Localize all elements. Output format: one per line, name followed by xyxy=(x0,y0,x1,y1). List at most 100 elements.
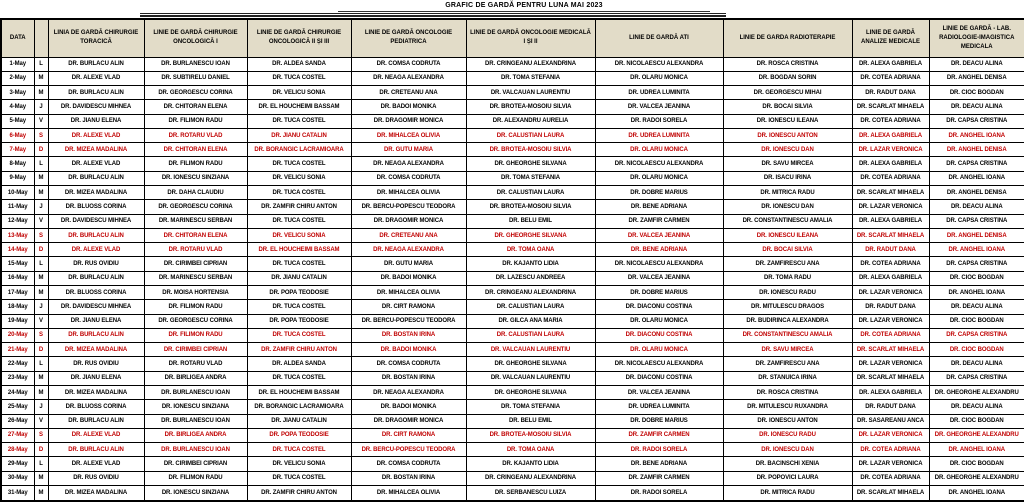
doctor-cell: DR. OLARU MONICA xyxy=(594,313,724,329)
doctor-cell: DR. MITRICA RADU xyxy=(722,185,853,201)
doctor-cell: DR. DAVIDESCU MIHNEA xyxy=(47,213,145,229)
doctor-cell: DR. CAPSA CRISTINA xyxy=(928,370,1024,386)
doctor-cell: DR. SERBANESCU LUIZA xyxy=(465,484,596,502)
date-cell: 25-May xyxy=(0,399,35,415)
doctor-cell: DR. ROSCA CRISTINA xyxy=(722,384,853,401)
date-cell: 28-May xyxy=(0,442,35,458)
doctor-cell: DR. ROTARU VLAD xyxy=(143,242,248,258)
doctor-cell: DR. CIOC BOGDAN xyxy=(928,342,1024,358)
doctor-cell: DR. NICOLAESCU ALEXANDRA xyxy=(594,56,724,72)
doctor-cell: DR. MIZEA MADALINA xyxy=(47,384,145,401)
doctor-cell: DR. ALEXANDRU AURELIA xyxy=(465,113,596,129)
schedule-row: 14-May D DR. ALEXE VLAD DR. ROTARU VLAD DR. … xyxy=(0,242,1024,258)
doctor-cell: DR. MIZEA MADALINA xyxy=(47,342,145,358)
doctor-cell: DR. LAZAR VERONICA xyxy=(851,456,930,472)
doctor-cell: DR. TUCA COSTEL xyxy=(246,156,352,172)
date-cell: 29-May xyxy=(0,456,35,472)
schedule-table-body: 1-May L DR. BURLACU ALIN DR. BURLANESCU IOA… xyxy=(0,56,1024,502)
doctor-cell: DR. BELU EMIL xyxy=(465,213,596,229)
doctor-cell: DR. RADUT DANA xyxy=(851,299,930,315)
doctor-cell: DR. COMSA CODRUTA xyxy=(350,56,467,72)
doctor-cell: DR. MIHALCEA OLIVIA xyxy=(350,284,467,301)
doctor-cell: DR. ZAMFIRESCU ANA xyxy=(722,256,853,272)
doctor-cell: DR. CHITORAN ELENA xyxy=(143,227,248,244)
schedule-row: 8-May L DR. ALEXE VLAD DR. FILIMON RADU DR. … xyxy=(0,156,1024,172)
doctor-cell: DR. ROTARU VLAD xyxy=(143,127,248,144)
doctor-cell: DR. MIHALCEA OLIVIA xyxy=(350,127,467,144)
date-cell: 27-May xyxy=(0,427,35,444)
doctor-cell: DR. JIANU CATALIN xyxy=(246,127,352,144)
day-letter-cell: S xyxy=(33,227,49,244)
doctor-cell: DR. BADOI MONIKA xyxy=(350,99,467,115)
doctor-cell: DR. BENE ADRIANA xyxy=(594,456,724,472)
doctor-cell: DR. TOMA OANA xyxy=(465,242,596,258)
doctor-cell: DR. BURLACU ALIN xyxy=(47,413,145,429)
doctor-cell: DR. GHEORGHE ALEXANDRU xyxy=(928,384,1024,401)
doctor-cell: DR. TUCA COSTEL xyxy=(246,185,352,201)
doctor-cell: DR. CHITORAN ELENA xyxy=(143,142,248,158)
doctor-cell: DR. GHEORGHE SILVANA xyxy=(465,227,596,244)
doctor-cell: DR. RADOI SORELA xyxy=(594,442,724,458)
doctor-cell: DR. RUS OVIDIU xyxy=(47,256,145,272)
doctor-cell: DR. POPA TEODOSIE xyxy=(246,313,352,329)
doctor-cell: DR. COTEA ADRIANA xyxy=(851,113,930,129)
doctor-cell: DR. ANGHEL IOANA xyxy=(928,170,1024,187)
doctor-cell: DR. BROTEA-MOSOIU SILVIA xyxy=(465,99,596,115)
date-cell: 17-May xyxy=(0,284,35,301)
doctor-cell: DR. MITULESCU RUXANDRA xyxy=(722,399,853,415)
doctor-cell: DR. TUCA COSTEL xyxy=(246,327,352,344)
doctor-cell: DR. BOCAI SILVIA xyxy=(722,242,853,258)
doctor-cell: DR. TUCA COSTEL xyxy=(246,113,352,129)
doctor-cell: DR. CAPSA CRISTINA xyxy=(928,327,1024,344)
day-letter-cell: V xyxy=(33,213,49,229)
doctor-cell: DR. BELU EMIL xyxy=(465,413,596,429)
doctor-cell: DR. LAZAR VERONICA xyxy=(851,284,930,301)
doctor-cell: DR. CRINGEANU ALEXANDRINA xyxy=(465,470,596,486)
schedule-row: 30-May M DR. RUS OVIDIU DR. FILIMON RADU DR.… xyxy=(0,470,1024,486)
doctor-cell: DR. ZAMFIR CARMEN xyxy=(594,470,724,486)
doctor-cell: DR. MIZEA MADALINA xyxy=(47,142,145,158)
doctor-cell: DR. BROTEA-MOSOIU SILVIA xyxy=(465,142,596,158)
doctor-cell: DR. VALCAUAN LAURENTIU xyxy=(465,370,596,386)
schedule-row: 2-May M DR. ALEXE VLAD DR. SUBTIRELU DANIEL… xyxy=(0,70,1024,87)
doctor-cell: DR. BERCU-POPESCU TEODORA xyxy=(350,313,467,329)
schedule-row: 12-May V DR. DAVIDESCU MIHNEA DR. MARINESCU… xyxy=(0,213,1024,229)
doctor-cell: DR. BADOI MONIKA xyxy=(350,399,467,415)
date-cell: 6-May xyxy=(0,127,35,144)
doctor-cell: DR. CALUSTIAN LAURA xyxy=(465,327,596,344)
doctor-cell: DR. NICOLAESCU ALEXANDRA xyxy=(594,256,724,272)
doctor-cell: DR. IONESCU SINZIANA xyxy=(143,399,248,415)
doctor-cell: DR. DIACONU COSTINA xyxy=(594,327,724,344)
doctor-cell: DR. MIHALCEA OLIVIA xyxy=(350,484,467,502)
doctor-cell: DR. BLUOSS CORINA xyxy=(47,199,145,215)
doctor-cell: DR. ROTARU VLAD xyxy=(143,356,248,372)
doctor-cell: DR. BURLACU ALIN xyxy=(47,227,145,244)
date-cell: 30-May xyxy=(0,470,35,486)
doctor-cell: DR. COMSA CODRUTA xyxy=(350,356,467,372)
doctor-cell: DR. IONESCU RADU xyxy=(722,427,853,444)
doctor-cell: DR. ZAMFIR CHIRU ANTON xyxy=(246,342,352,358)
day-letter-cell: D xyxy=(33,242,49,258)
schedule-row: 20-May S DR. BURLACU ALIN DR. FILIMON RADU D… xyxy=(0,327,1024,344)
doctor-cell: DR. BACINSCHI XENIA xyxy=(722,456,853,472)
doctor-cell: DR. BLUOSS CORINA xyxy=(47,399,145,415)
date-cell: 18-May xyxy=(0,299,35,315)
doctor-cell: DR. ALEXA GABRIELA xyxy=(851,156,930,172)
doctor-cell: DR. BOCAI SILVIA xyxy=(722,99,853,115)
doctor-cell: DR. IONESCU RADU xyxy=(722,284,853,301)
day-letter-cell: L xyxy=(33,56,49,72)
doctor-cell: DR. MIHALCEA OLIVIA xyxy=(350,185,467,201)
doctor-cell: DR. NEAGA ALEXANDRA xyxy=(350,242,467,258)
doctor-cell: DR. CAPSA CRISTINA xyxy=(928,156,1024,172)
doctor-cell: DR. KAJANTO LIDIA xyxy=(465,456,596,472)
doctor-cell: DR. BOGDAN SORIN xyxy=(722,70,853,87)
schedule-row: 17-May M DR. BLUOSS CORINA DR. MOISA HORTEN… xyxy=(0,284,1024,301)
doctor-cell: DR. POPA TEODOSIE xyxy=(246,427,352,444)
doctor-cell: DR. DIACONU COSTINA xyxy=(594,370,724,386)
doctor-cell: DR. NEAGA ALEXANDRA xyxy=(350,156,467,172)
doctor-cell: DR. BIRLIGEA ANDRA xyxy=(143,370,248,386)
doctor-cell: DR. SCARLAT MIHAELA xyxy=(851,99,930,115)
doctor-cell: DR. BURLANESCU IOAN xyxy=(143,442,248,458)
day-letter-cell: S xyxy=(33,327,49,344)
day-letter-cell: L xyxy=(33,356,49,372)
